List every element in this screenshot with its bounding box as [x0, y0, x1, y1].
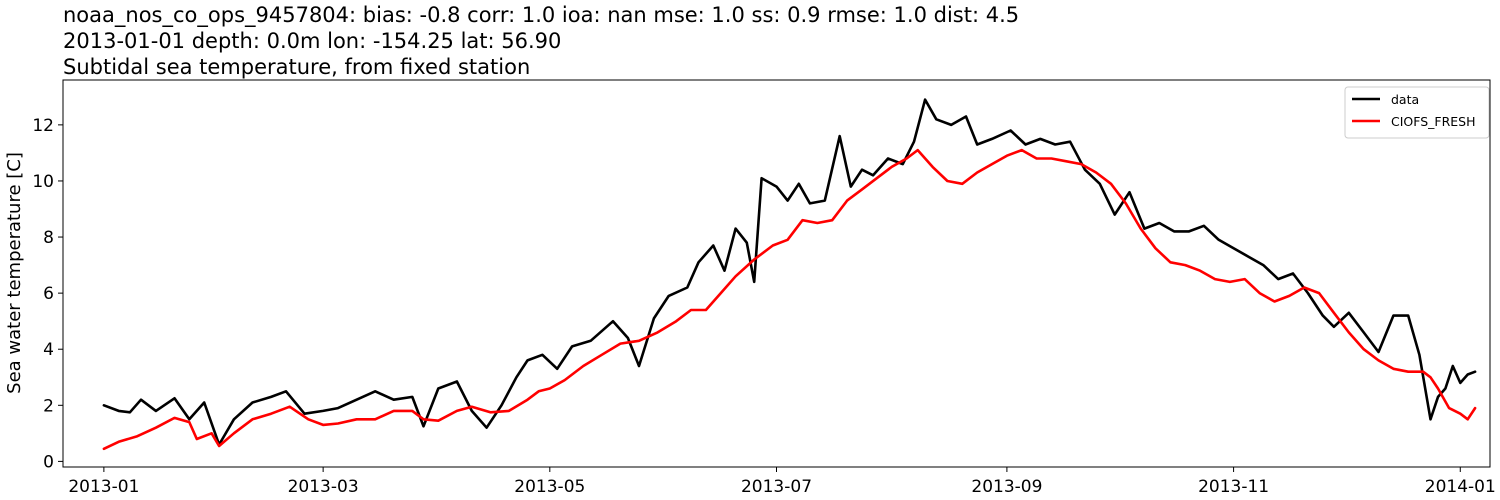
y-tick-label-4: 4 [43, 340, 54, 360]
y-tick-label-8: 8 [43, 228, 54, 248]
y-tick-label-10: 10 [32, 172, 54, 192]
legend: data CIOFS_FRESH [1344, 86, 1490, 139]
legend-label-data: data [1391, 92, 1419, 107]
series-line-ciofs-fresh [102, 148, 1477, 451]
x-tick-label-2013-03: 2013-03 [288, 477, 359, 497]
x-tick-label-2013-05: 2013-05 [514, 477, 585, 497]
x-tick-label-2013-11: 2013-11 [1198, 477, 1269, 497]
series-line-data [102, 98, 1477, 446]
legend-label-ciofs-fresh: CIOFS_FRESH [1391, 114, 1476, 129]
legend-box [1344, 86, 1490, 139]
y-tick-label-2: 2 [43, 396, 54, 416]
x-tick-label-2013-07: 2013-07 [741, 477, 812, 497]
series-layer [102, 98, 1477, 451]
title-line-2: 2013-01-01 depth: 0.0m lon: -154.25 lat:… [63, 29, 562, 53]
y-tick-label-12: 12 [32, 116, 54, 136]
y-tick-label-6: 6 [43, 284, 54, 304]
chart-title: noaa_nos_co_ops_9457804: bias: -0.8 corr… [63, 2, 1019, 80]
title-line-3: Subtidal sea temperature, from fixed sta… [63, 55, 531, 79]
x-tick-label-2013-01: 2013-01 [68, 477, 139, 497]
title-line-1: noaa_nos_co_ops_9457804: bias: -0.8 corr… [63, 3, 1020, 27]
plot-frame [62, 79, 1491, 468]
x-tick-label-2014-01: 2014-01 [1425, 477, 1496, 497]
x-tick-label-2013-09: 2013-09 [971, 477, 1042, 497]
y-tick-label-0: 0 [43, 452, 54, 472]
y-axis-label: Sea water temperature [C] [4, 152, 25, 394]
axes-layer: 0 2 4 6 8 10 12 2013-01 2013-03 2013-05 2013-07 201… [32, 79, 1496, 497]
